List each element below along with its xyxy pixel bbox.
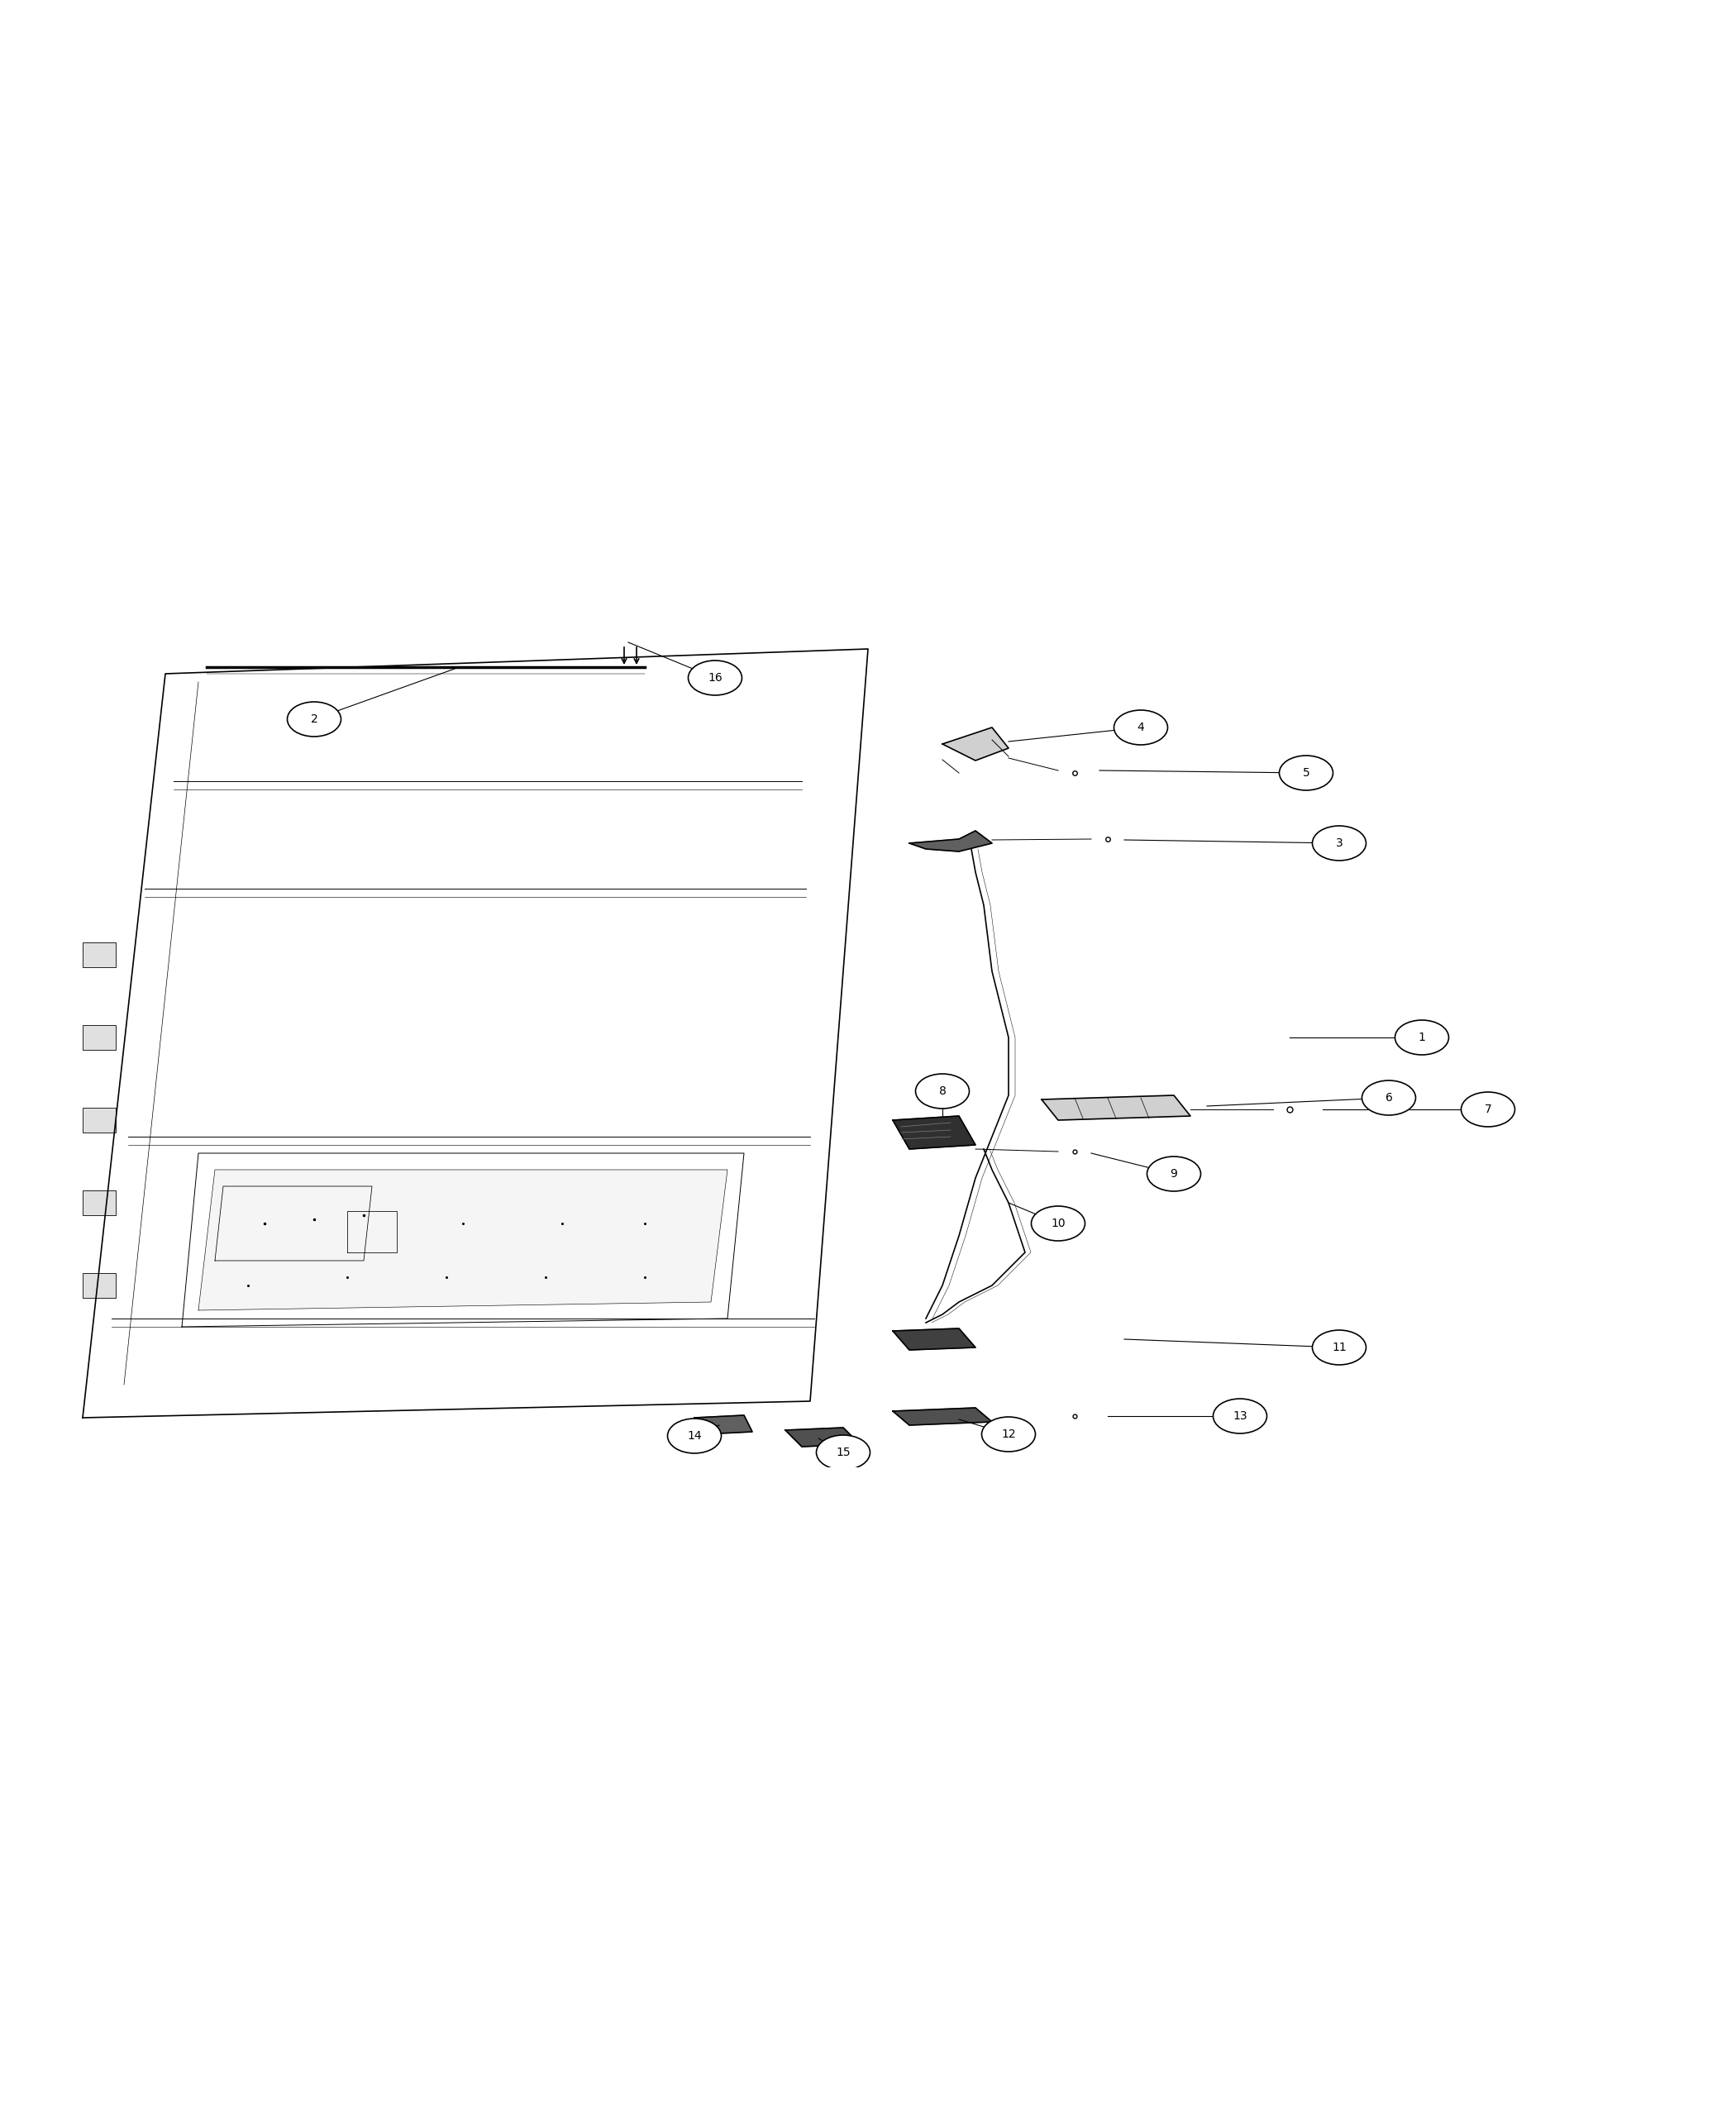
Text: 11: 11 [1332,1341,1347,1353]
Ellipse shape [1213,1400,1267,1433]
Polygon shape [943,727,1009,761]
Text: 7: 7 [1484,1105,1491,1115]
Ellipse shape [1115,710,1168,744]
Bar [83,942,116,968]
Text: 2: 2 [311,713,318,725]
Bar [83,1107,116,1132]
Polygon shape [892,1328,976,1349]
Polygon shape [892,1115,976,1149]
Polygon shape [785,1427,859,1446]
Text: 16: 16 [708,672,722,683]
Ellipse shape [286,702,340,736]
Text: 10: 10 [1050,1218,1066,1229]
Ellipse shape [668,1419,720,1452]
Ellipse shape [1031,1206,1085,1242]
Polygon shape [198,1170,727,1311]
Ellipse shape [915,1073,969,1109]
Ellipse shape [1147,1157,1201,1191]
Ellipse shape [981,1417,1035,1452]
Bar [83,1191,116,1214]
Ellipse shape [1279,755,1333,790]
Text: 12: 12 [1002,1429,1016,1440]
Ellipse shape [816,1436,870,1469]
Polygon shape [1042,1096,1191,1119]
Polygon shape [910,831,991,852]
Text: 8: 8 [939,1086,946,1096]
Text: 9: 9 [1170,1168,1177,1180]
Ellipse shape [1462,1092,1516,1128]
Ellipse shape [1312,1330,1366,1364]
Text: 1: 1 [1418,1031,1425,1043]
Ellipse shape [1312,826,1366,860]
Text: 5: 5 [1302,767,1309,778]
Ellipse shape [1363,1081,1415,1115]
Text: 13: 13 [1233,1410,1246,1423]
Polygon shape [694,1414,752,1433]
Text: 15: 15 [837,1446,851,1459]
Text: 6: 6 [1385,1092,1392,1105]
Text: 14: 14 [687,1429,701,1442]
Polygon shape [892,1408,991,1425]
Ellipse shape [687,660,741,696]
Text: 3: 3 [1335,837,1344,850]
Bar [83,1273,116,1299]
Bar [83,1024,116,1050]
Text: 4: 4 [1137,721,1144,734]
Ellipse shape [1396,1020,1450,1054]
